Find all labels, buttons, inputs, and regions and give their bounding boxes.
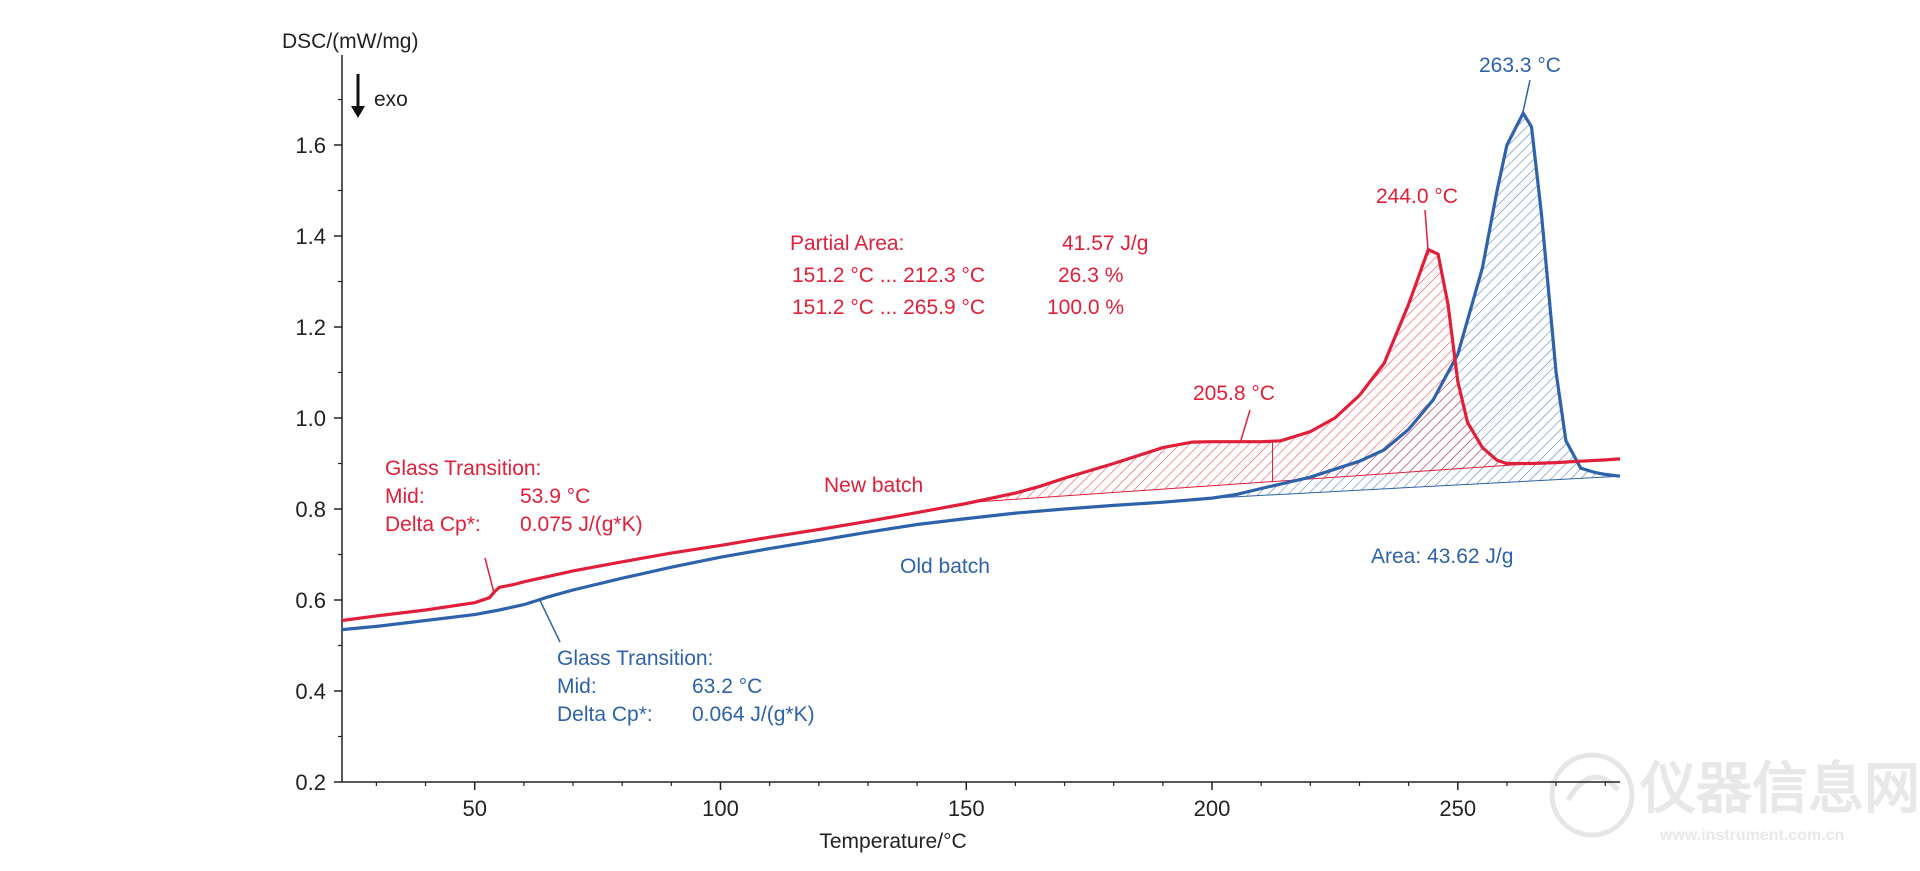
old-glass-title: Glass Transition: — [557, 647, 713, 670]
old-batch-baseline — [1211, 475, 1621, 499]
partial-area-range-1: 151.2 °C ... 212.3 °C — [792, 264, 985, 287]
axes: 50 100 150 200 250 0.2 0.4 0.6 0.8 1.0 1.2 1.4 1.6 — [295, 55, 1620, 821]
new-glass-cp-label: Delta Cp*: — [385, 513, 481, 536]
y-tick-label: 0.8 — [295, 497, 326, 522]
exo-arrow: exo — [351, 74, 408, 118]
partial-area-annotation: Partial Area: 41.57 J/g 151.2 °C ... 212… — [790, 232, 1148, 319]
x-tick-label: 200 — [1194, 796, 1231, 821]
x-tick-label: 50 — [462, 796, 486, 821]
old-glass-transition-annotation: Glass Transition: Mid: 63.2 °C Delta Cp*… — [557, 647, 815, 726]
watermark-subtext: www.instrument.com.cn — [1659, 827, 1844, 844]
blue-peak-label: 263.3 °C — [1479, 54, 1561, 77]
red-peak-2-label: 244.0 °C — [1376, 185, 1458, 208]
watermark: 仪器信息网 www.instrument.com.cn — [1549, 752, 1920, 844]
exo-label: exo — [374, 88, 408, 111]
old-glass-mid-label: Mid: — [557, 675, 597, 698]
new-batch-curve — [341, 247, 1621, 623]
old-batch-curve — [341, 109, 1621, 632]
y-tick-label: 0.2 — [295, 770, 326, 795]
leader-lines — [484, 79, 1531, 643]
x-tick-label: 150 — [948, 796, 985, 821]
y-tick-label: 1.4 — [295, 224, 326, 249]
new-batch-area-hatch — [972, 250, 1536, 503]
x-axis-title: Temperature/°C — [819, 830, 966, 853]
new-batch-label: New batch — [824, 474, 923, 497]
new-glass-cp-value: 0.075 J/(g*K) — [520, 513, 643, 536]
partial-area-range-2: 151.2 °C ... 265.9 °C — [792, 296, 985, 319]
y-tick-label: 1.6 — [295, 133, 326, 158]
watermark-text: 仪器信息网 — [1639, 757, 1920, 820]
partial-area-title: Partial Area: — [790, 232, 904, 255]
new-glass-mid-value: 53.9 °C — [520, 485, 590, 508]
y-axis-title: DSC/(mW/mg) — [282, 30, 418, 53]
partial-area-percent-1: 26.3 % — [1058, 264, 1123, 287]
y-tick-label: 0.4 — [295, 679, 326, 704]
new-glass-title: Glass Transition: — [385, 457, 541, 480]
area-label: Area: 43.62 J/g — [1371, 545, 1513, 568]
x-tick-label: 100 — [702, 796, 739, 821]
y-tick-label: 0.6 — [295, 588, 326, 613]
x-tick-label: 250 — [1439, 796, 1476, 821]
y-tick-label: 1.2 — [295, 315, 326, 340]
old-batch-label: Old batch — [900, 555, 990, 578]
new-glass-mid-label: Mid: — [385, 485, 425, 508]
red-peak-1-label: 205.8 °C — [1193, 382, 1275, 405]
new-glass-transition-annotation: Glass Transition: Mid: 53.9 °C Delta Cp*… — [385, 457, 643, 536]
new-batch-baseline — [972, 462, 1536, 503]
partial-area-percent-2: 100.0 % — [1047, 296, 1124, 319]
old-glass-cp-value: 0.064 J/(g*K) — [692, 703, 815, 726]
old-glass-mid-value: 63.2 °C — [692, 675, 762, 698]
y-tick-label: 1.0 — [295, 406, 326, 431]
partial-area-value: 41.57 J/g — [1062, 232, 1148, 255]
old-batch-area-hatch — [1212, 114, 1620, 499]
old-glass-cp-label: Delta Cp*: — [557, 703, 653, 726]
